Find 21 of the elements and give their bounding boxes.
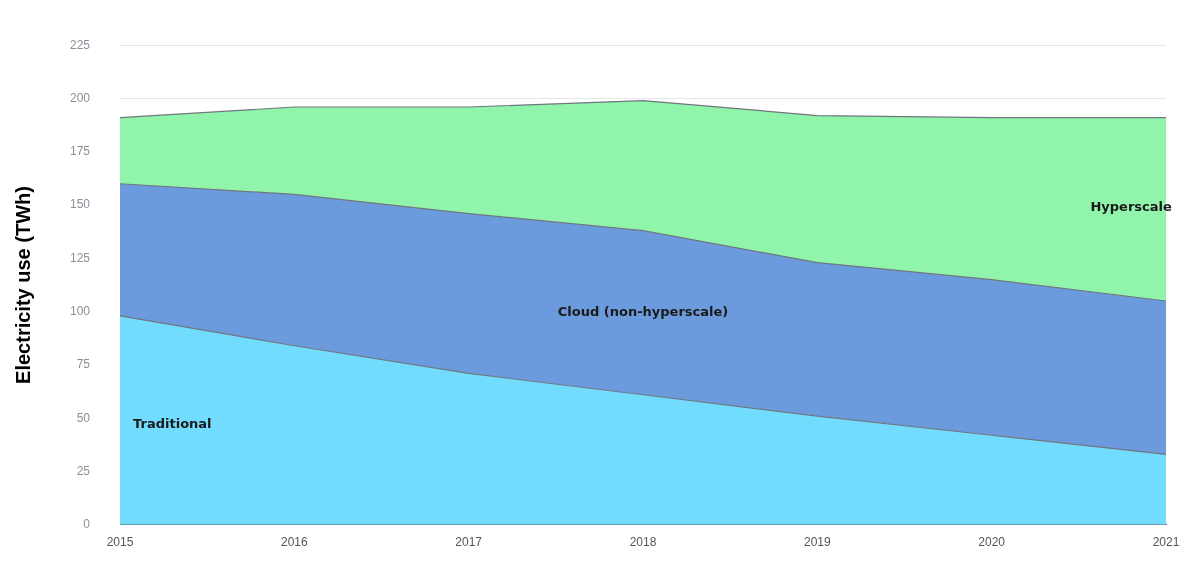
x-tick-label: 2021 xyxy=(1152,535,1180,550)
y-tick-label: 75 xyxy=(76,357,91,372)
y-tick-label: 100 xyxy=(69,303,91,318)
x-tick-label: 2019 xyxy=(803,535,832,550)
y-axis-title: Electricity use (TWh) xyxy=(11,186,34,384)
y-tick-label: 25 xyxy=(76,463,91,478)
y-tick-label: 200 xyxy=(69,90,91,105)
x-tick-label: 2018 xyxy=(629,535,657,550)
y-tick-label: 50 xyxy=(76,410,91,425)
x-tick-label: 2020 xyxy=(978,535,1006,550)
x-tick-label: 2016 xyxy=(281,535,309,550)
x-tick-label: 2015 xyxy=(106,535,134,550)
y-tick-label: 0 xyxy=(83,517,91,532)
series-label: Hyperscale xyxy=(1090,198,1172,214)
series-label: Traditional xyxy=(133,416,212,432)
y-tick-label: 175 xyxy=(69,144,91,159)
x-tick-label: 2017 xyxy=(455,535,483,550)
y-tick-label: 225 xyxy=(69,37,91,52)
y-tick-label: 125 xyxy=(69,250,91,265)
series-label: Cloud (non-hyperscale) xyxy=(557,304,729,320)
y-tick-label: 150 xyxy=(69,197,91,212)
